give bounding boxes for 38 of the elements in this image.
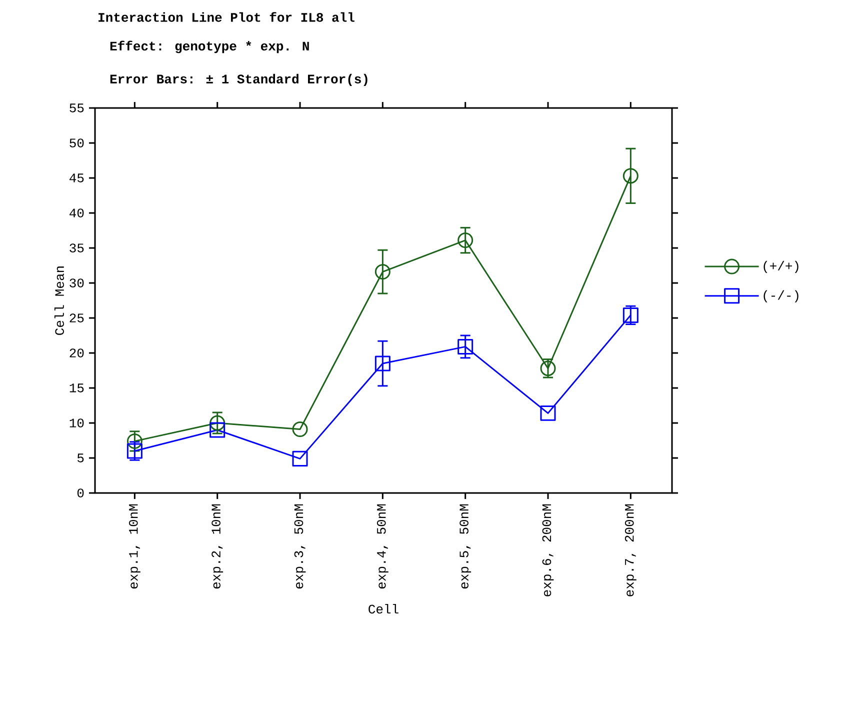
y-tick-label: 55 xyxy=(70,104,84,112)
x-tick-label: exp.5, 50nM xyxy=(460,504,472,588)
y-tick-label: 0 xyxy=(77,488,84,498)
x-tick-label: exp.6, 200nM xyxy=(542,504,554,596)
point xyxy=(374,264,390,280)
point xyxy=(292,422,308,438)
legend-label: (-/-) xyxy=(764,290,798,302)
point xyxy=(622,168,638,184)
text: Error Bars: ± 1 Standard Error(s) xyxy=(110,74,368,86)
x-axis-title: Cell xyxy=(368,604,398,614)
y-tick-label: 25 xyxy=(70,314,84,322)
y-tick-label: 50 xyxy=(70,138,84,148)
chart-subtitle: Effect: genotype * exp. N xyxy=(110,40,309,54)
point xyxy=(458,232,474,248)
y-axis-title: Cell Mean xyxy=(54,266,64,335)
y-tick-label: 5 xyxy=(77,454,84,462)
point xyxy=(540,405,556,421)
y-tick-label: 30 xyxy=(70,278,84,288)
point xyxy=(210,422,226,438)
point xyxy=(374,356,390,372)
x-tick-label: exp.1, 10nM xyxy=(128,504,140,588)
point xyxy=(622,307,638,323)
chart-title: Interaction Line Plot for IL8 all xyxy=(98,12,354,22)
y-tick-label: 20 xyxy=(70,348,84,358)
x-tick-label: exp.2, 10nM xyxy=(212,504,224,588)
point xyxy=(458,338,474,354)
y-tick-label: 40 xyxy=(70,208,84,218)
x-tick-label: exp.7, 200nM xyxy=(624,504,636,596)
x-tick-label: exp.3, 50nM xyxy=(294,504,306,588)
y-tick-label: 35 xyxy=(70,244,84,252)
y-tick-label: 45 xyxy=(70,174,84,182)
y-tick-label: 15 xyxy=(70,384,84,392)
point xyxy=(126,433,142,449)
point xyxy=(292,450,308,466)
legend-label: (+/+) xyxy=(764,260,798,273)
y-tick-label: 10 xyxy=(70,418,84,428)
x-tick-label: exp.4, 50nM xyxy=(376,504,388,588)
point xyxy=(210,415,226,431)
